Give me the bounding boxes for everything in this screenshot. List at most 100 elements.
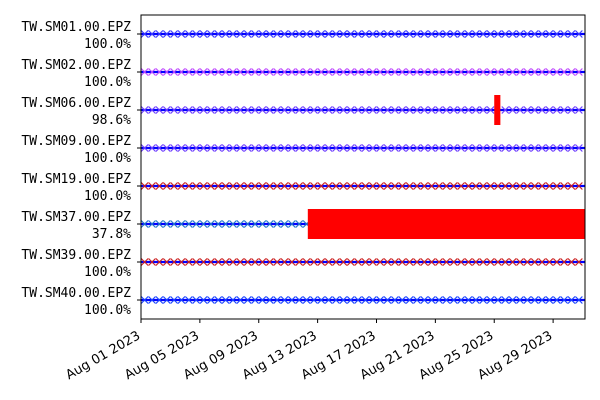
sample-marker [427,30,436,38]
sample-marker [574,144,583,152]
sample-marker [493,68,502,76]
sample-marker [376,182,385,190]
sample-marker [383,258,392,266]
sample-marker [346,182,355,190]
sample-marker [332,144,340,152]
sample-marker [295,68,304,76]
sample-marker [486,144,495,152]
sample-marker [413,258,421,266]
sample-marker [170,30,179,38]
sample-marker [479,296,488,304]
sample-marker [243,68,252,76]
sample-marker [501,296,510,304]
sample-marker [251,182,259,190]
sample-marker [398,182,407,190]
sample-marker [368,296,377,304]
sample-marker [177,30,186,38]
sample-marker [361,68,370,76]
sample-marker [538,258,546,266]
sample-marker [567,30,576,38]
sample-marker [390,296,399,304]
sample-marker [310,296,318,304]
sample-marker [457,182,466,190]
sample-marker [236,144,245,152]
sample-marker [258,30,267,38]
sample-marker [390,106,399,114]
sample-marker [177,182,186,190]
sample-marker [324,106,333,114]
sample-marker [471,106,480,114]
sample-marker [567,68,576,76]
sample-marker [214,182,223,190]
sample-marker [413,296,421,304]
sample-marker [280,106,289,114]
sample-marker [162,296,171,304]
sample-marker [280,258,289,266]
sample-marker [155,30,164,38]
sample-marker [258,144,267,152]
sample-marker [295,144,304,152]
sample-marker [317,144,326,152]
sample-marker [420,30,429,38]
sample-marker [170,296,179,304]
sample-marker [361,182,370,190]
sample-marker [516,182,524,190]
sample-marker [368,106,377,114]
sample-marker [287,182,296,190]
sample-marker [346,258,355,266]
sample-marker [287,220,296,228]
station-label: TW.SM01.00.EPZ [21,20,131,35]
sample-marker [229,144,237,152]
sample-marker [184,68,193,76]
sample-marker [361,106,370,114]
sample-marker [140,296,149,304]
sample-marker [273,30,282,38]
sample-marker [398,68,407,76]
sample-marker [427,106,436,114]
sample-marker [243,144,252,152]
sample-marker [243,220,252,228]
sample-marker [501,106,510,114]
sample-marker [199,182,208,190]
sample-marker [368,144,377,152]
sample-marker [516,106,524,114]
sample-marker [413,68,421,76]
sample-marker [501,68,510,76]
sample-marker [317,68,326,76]
sample-marker [560,144,569,152]
sample-marker [148,296,156,304]
sample-marker [214,106,223,114]
sample-marker [346,106,355,114]
sample-marker [464,182,473,190]
sample-marker [162,220,171,228]
sample-marker [243,258,252,266]
sample-marker [236,106,245,114]
availability-percent: 98.6% [92,113,131,128]
sample-marker [493,144,502,152]
sample-marker [523,258,532,266]
sample-marker [574,106,583,114]
sample-marker [449,144,458,152]
sample-marker [155,220,164,228]
sample-marker [530,296,539,304]
station-row: TW.SM01.00.EPZ 100.0% [21,20,585,52]
sample-marker [464,30,473,38]
sample-marker [140,220,149,228]
sample-marker [390,182,399,190]
station-row: TW.SM09.00.EPZ 100.0% [21,134,585,166]
sample-marker [273,220,282,228]
sample-marker [413,30,421,38]
sample-marker [368,258,377,266]
sample-marker [516,144,524,152]
sample-marker [184,106,193,114]
sample-marker [280,182,289,190]
sample-marker [280,220,289,228]
sample-marker [339,296,348,304]
sample-marker [265,220,274,228]
sample-marker [332,296,340,304]
sample-marker [523,296,532,304]
sample-marker [214,220,223,228]
sample-marker [206,68,215,76]
sample-marker [192,106,201,114]
